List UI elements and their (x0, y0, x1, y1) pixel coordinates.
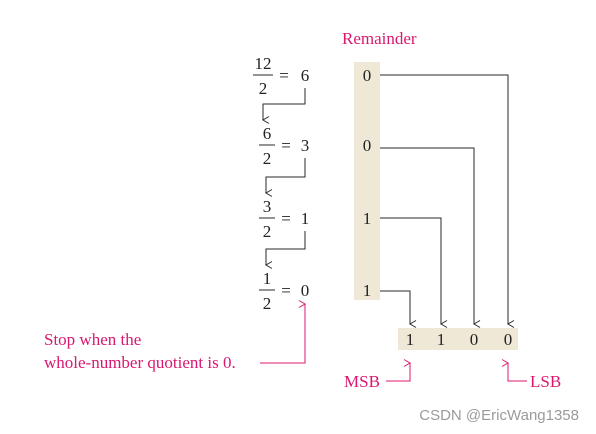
step-1-numerator: 12 (255, 54, 272, 73)
step-1-denominator: 2 (259, 79, 268, 98)
remainder-arrow-bit-2 (380, 147, 481, 328)
result-bit-lsb: 0 (504, 330, 513, 349)
quotient-arrow-3 (265, 231, 306, 269)
remainder-header: Remainder (342, 29, 417, 48)
step-3-remainder: 1 (363, 209, 372, 228)
msb-arrow (386, 359, 411, 382)
remainder-arrow-msb (380, 290, 417, 328)
step-4-equals: = (281, 281, 291, 300)
division-step-1: 12 2 = 6 0 (253, 54, 371, 98)
result-bit-3: 0 (470, 330, 479, 349)
lsb-arrow (501, 359, 527, 382)
division-step-2: 6 2 = 3 0 (259, 124, 371, 168)
step-3-numerator: 3 (263, 197, 272, 216)
remainder-column-band (354, 62, 380, 300)
step-2-remainder: 0 (363, 136, 372, 155)
step-4-remainder: 1 (363, 281, 372, 300)
remainder-arrow-lsb (380, 74, 515, 328)
quotient-arrow-1 (262, 88, 306, 124)
step-1-equals: = (279, 66, 289, 85)
msb-label: MSB (344, 372, 380, 391)
lsb-label: LSB (530, 372, 561, 391)
step-2-numerator: 6 (263, 124, 272, 143)
division-step-4: 1 2 = 0 1 (259, 269, 371, 313)
step-2-quotient: 3 (301, 136, 310, 155)
step-3-quotient: 1 (301, 209, 310, 228)
quotient-arrow-2 (265, 158, 306, 197)
stop-note-line-2: whole-number quotient is 0. (44, 353, 236, 372)
result-bit-msb: 1 (406, 330, 415, 349)
step-4-numerator: 1 (263, 269, 272, 288)
step-1-quotient: 6 (301, 66, 310, 85)
step-3-denominator: 2 (263, 222, 272, 241)
remainder-arrow-bit-3 (380, 217, 448, 328)
division-step-3: 3 2 = 1 1 (259, 197, 371, 241)
step-1-remainder: 0 (363, 66, 372, 85)
watermark: CSDN @EricWang1358 (419, 407, 579, 424)
step-3-equals: = (281, 209, 291, 228)
step-4-denominator: 2 (263, 294, 272, 313)
result-bit-2: 1 (437, 330, 446, 349)
stop-note-arrow (260, 300, 306, 364)
step-2-equals: = (281, 136, 291, 155)
result-bits-band (398, 328, 518, 350)
stop-note-line-1: Stop when the (44, 330, 141, 349)
step-4-quotient: 0 (301, 281, 310, 300)
step-2-denominator: 2 (263, 149, 272, 168)
